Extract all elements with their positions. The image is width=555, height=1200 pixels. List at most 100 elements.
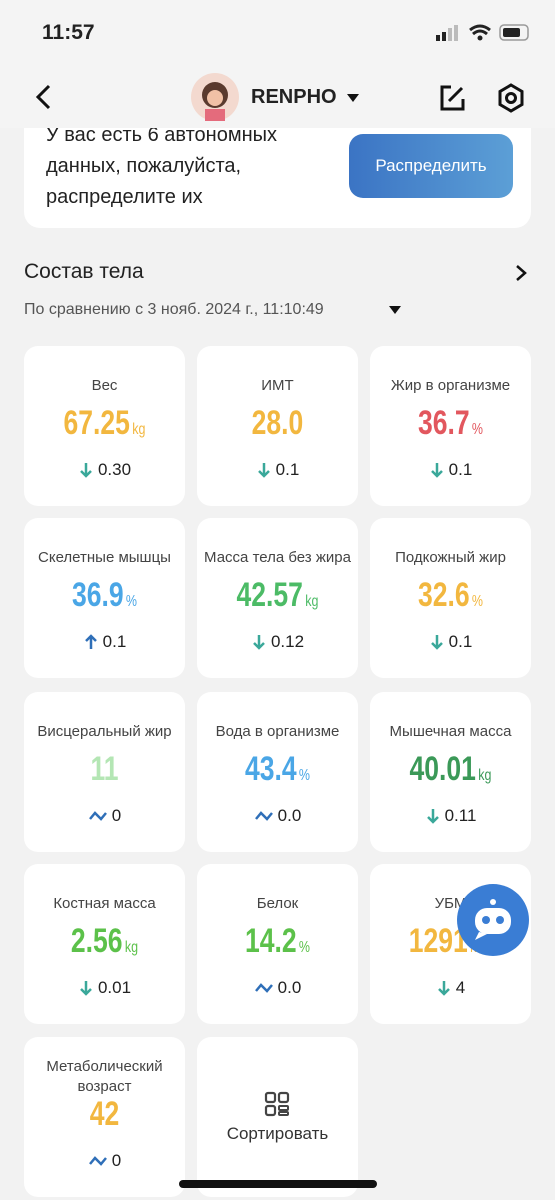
- comparison-dropdown[interactable]: [388, 305, 402, 315]
- sort-icon: [264, 1091, 290, 1122]
- metric-value: 36.7: [417, 404, 470, 442]
- trend-icon: [436, 979, 452, 997]
- metric-card[interactable]: Костная масса 2.56 kg 0.01: [24, 864, 185, 1024]
- metric-label: Масса тела без жира: [204, 549, 351, 566]
- comparison-date[interactable]: По сравнению с 3 нояб. 2024 г., 11:10:49: [24, 301, 324, 318]
- metric-change-row: 0.30: [24, 460, 185, 480]
- avatar[interactable]: [191, 73, 239, 121]
- section-more[interactable]: [514, 264, 528, 282]
- profile-name[interactable]: RENPHO: [251, 86, 337, 108]
- settings-button[interactable]: [496, 83, 526, 113]
- metric-change: 0.01: [97, 978, 132, 997]
- metric-value-row: 32.6%: [388, 576, 514, 615]
- metric-value-row: 36.7%: [388, 404, 514, 443]
- metric-change: 0.30: [97, 460, 132, 479]
- metric-unit: %: [471, 593, 484, 610]
- metric-unit: kg: [305, 593, 319, 610]
- section-title: Состав тела: [24, 260, 144, 283]
- metric-change: 0.1: [448, 460, 473, 479]
- metric-change-row: 4: [370, 978, 531, 998]
- metric-card[interactable]: Жир в организме 36.7% 0.1: [370, 346, 531, 506]
- trend-icon: [78, 979, 94, 997]
- home-indicator: [179, 1180, 377, 1188]
- profile-dropdown[interactable]: [346, 93, 360, 103]
- status-time: 11:57: [42, 21, 95, 44]
- metric-unit: %: [125, 593, 138, 610]
- metric-card[interactable]: Вес 67.25 kg 0.30: [24, 346, 185, 506]
- metric-unit: kg: [478, 767, 492, 784]
- trend-icon: [254, 981, 274, 995]
- metric-label: Белок: [256, 895, 299, 912]
- metric-change: 0: [111, 806, 122, 825]
- metric-label: Вес: [91, 377, 118, 394]
- metric-value: 32.6: [417, 576, 470, 614]
- metric-value: 40.01: [409, 750, 476, 788]
- metric-card[interactable]: Мышечная масса 40.01 kg 0.11: [370, 692, 531, 852]
- metric-label: Подкожный жир: [395, 549, 506, 566]
- metric-change: 0.0: [277, 978, 302, 997]
- metric-value: 14.2: [244, 922, 297, 960]
- status-icons: [436, 24, 529, 41]
- assistant-button[interactable]: [455, 882, 531, 958]
- metric-label: Жир в организме: [390, 377, 511, 394]
- metric-value-row: 36.9%: [42, 576, 168, 615]
- metric-value: 2.56: [70, 922, 123, 960]
- metric-value-row: 43.4%: [215, 750, 341, 789]
- metric-change-row: 0.11: [370, 806, 531, 826]
- metric-card[interactable]: Вода в организме 43.4% 0.0: [197, 692, 358, 852]
- banner-text: У вас есть 6 автономных данных, пожалуйс…: [46, 124, 277, 208]
- sort-button[interactable]: Сортировать: [197, 1037, 358, 1197]
- trend-icon: [254, 809, 274, 823]
- metric-change: 0.12: [270, 632, 305, 651]
- metric-unit: %: [471, 421, 484, 438]
- metric-change: 0.0: [277, 806, 302, 825]
- trend-icon: [78, 461, 94, 479]
- metric-change-row: 0: [24, 806, 185, 826]
- metric-change-row: 0.12: [197, 632, 358, 652]
- metric-card[interactable]: Висцеральный жир 11 0: [24, 692, 185, 852]
- metric-value-row: 2.56 kg: [42, 922, 168, 961]
- metric-value-row: 14.2%: [215, 922, 341, 961]
- metric-label: УБМ: [434, 895, 467, 912]
- metric-value-row: 11: [42, 750, 168, 789]
- metric-value: 36.9: [71, 576, 124, 614]
- metric-value-row: 42: [42, 1095, 168, 1134]
- metric-card[interactable]: Метаболический возраст 42 0: [24, 1037, 185, 1197]
- metric-value: 11: [90, 750, 119, 788]
- metric-change-row: 0.1: [24, 632, 185, 652]
- metric-value: 42: [89, 1095, 120, 1133]
- distribute-button[interactable]: Распределить: [349, 134, 513, 198]
- metric-change: 4: [455, 978, 466, 997]
- metric-change-row: 0.1: [370, 460, 531, 480]
- trend-icon: [425, 807, 441, 825]
- metric-unit: kg: [132, 421, 146, 438]
- metric-change-row: 0.1: [370, 632, 531, 652]
- edit-button[interactable]: [438, 84, 466, 112]
- metric-value: 42.57: [236, 576, 303, 614]
- metric-change-row: 0.0: [197, 978, 358, 998]
- metric-card[interactable]: ИМТ 28.0 0.1: [197, 346, 358, 506]
- metric-card[interactable]: Скелетные мышцы 36.9% 0.1: [24, 518, 185, 678]
- back-button[interactable]: [32, 84, 56, 110]
- metric-card[interactable]: Белок 14.2% 0.0: [197, 864, 358, 1024]
- trend-icon: [429, 633, 445, 651]
- trend-icon: [83, 633, 99, 651]
- metric-card[interactable]: Подкожный жир 32.6% 0.1: [370, 518, 531, 678]
- metric-card[interactable]: Масса тела без жира 42.57 kg 0.12: [197, 518, 358, 678]
- metric-label: Костная масса: [53, 895, 156, 912]
- metric-change: 0.1: [448, 632, 473, 651]
- sort-label: Сортировать: [226, 1124, 329, 1143]
- metric-label: Метаболический возраст: [46, 1058, 163, 1095]
- trend-icon: [251, 633, 267, 651]
- metric-value: 43.4: [244, 750, 297, 788]
- header: 11:57 RENPHO: [0, 0, 555, 128]
- trend-icon: [429, 461, 445, 479]
- metric-unit: %: [298, 939, 311, 956]
- metric-label: Вода в организме: [215, 723, 340, 740]
- metric-change: 0: [111, 1151, 122, 1170]
- metric-value-row: 28.0: [215, 404, 341, 443]
- metric-value: 1291: [408, 922, 468, 960]
- metric-value: 28.0: [251, 404, 304, 442]
